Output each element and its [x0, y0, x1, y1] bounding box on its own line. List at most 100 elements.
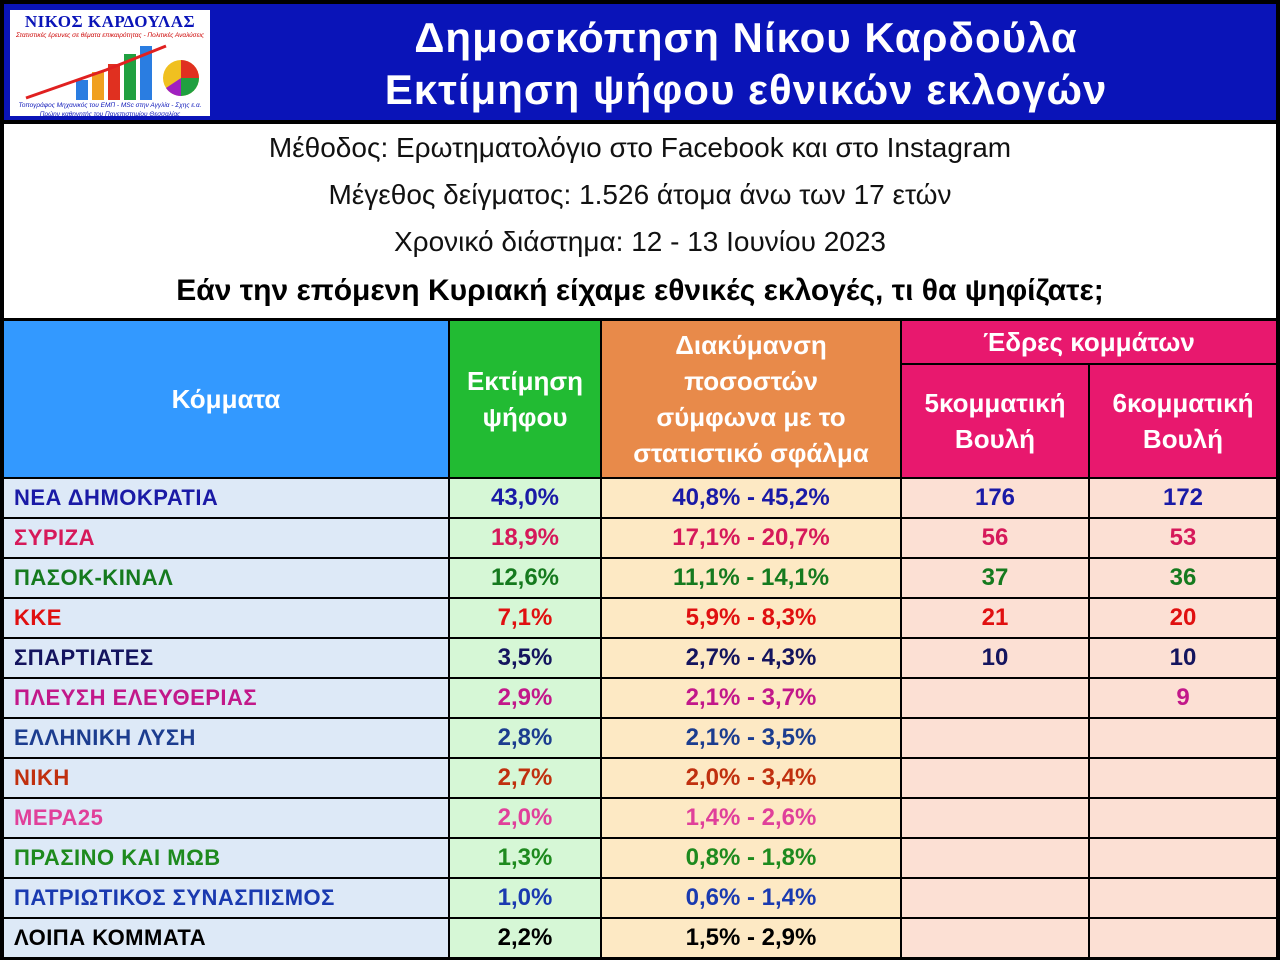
table-cell-party-name: ΝΕΑ ΔΗΜΟΚΡΑΤΙΑ: [4, 479, 448, 517]
logo-former-position: Πρώην καθηγητής του Πανεπιστημίου Θεσσαλ…: [39, 111, 181, 118]
error-range-text: 40,8% - 45,2%: [672, 484, 830, 511]
vote-estimate-text: 3,5%: [497, 644, 553, 671]
header-estimate: Εκτίμηση ψήφου: [450, 321, 600, 477]
table-cell-seats-6party: [1090, 759, 1276, 797]
party-name-text: ΠΡΑΣΙΝΟ ΚΑΙ ΜΩΒ: [14, 845, 221, 870]
error-range-text: 2,1% - 3,7%: [685, 684, 817, 711]
table-cell-vote-estimate: 2,0%: [450, 799, 600, 837]
header-seats-5party: 5κομματική Βουλή: [902, 365, 1088, 477]
logo-name: ΝΙΚΟΣ ΚΑΡΔΟΥΛΑΣ: [24, 12, 196, 31]
party-name-text: ΠΑΤΡΙΩΤΙΚΟΣ ΣΥΝΑΣΠΙΣΜΟΣ: [14, 885, 335, 910]
table-cell-seats-5party: 10: [902, 639, 1088, 677]
error-range-text: 1,5% - 2,9%: [685, 924, 817, 951]
vote-estimate-text: 18,9%: [490, 524, 560, 551]
party-name-text: ΜΕΡΑ25: [14, 805, 104, 830]
table-cell-seats-6party: 10: [1090, 639, 1276, 677]
table-cell-error-range: 11,1% - 14,1%: [602, 559, 900, 597]
table-cell-error-range: 17,1% - 20,7%: [602, 519, 900, 557]
table-cell-error-range: 5,9% - 8,3%: [602, 599, 900, 637]
error-range-text: 11,1% - 14,1%: [672, 564, 830, 591]
survey-sample: Μέγεθος δείγματος: 1.526 άτομα άνω των 1…: [328, 179, 952, 210]
table-cell-seats-5party: 56: [902, 519, 1088, 557]
vote-estimate-text: 43,0%: [490, 484, 560, 511]
pollster-logo: ΝΙΚΟΣ ΚΑΡΔΟΥΛΑΣ Στατιστικές έρευνες σε θ…: [8, 8, 212, 118]
table-cell-seats-5party: [902, 919, 1088, 957]
header-range-line4: στατιστικό σφάλμα: [633, 438, 869, 468]
survey-info: Μέθοδος: Ερωτηματολόγιο στο Facebook και…: [4, 124, 1276, 318]
survey-method: Μέθοδος: Ερωτηματολόγιο στο Facebook και…: [268, 132, 1012, 163]
seats-5party-text: 56: [981, 524, 1009, 551]
table-cell-vote-estimate: 7,1%: [450, 599, 600, 637]
table-cell-seats-6party: [1090, 719, 1276, 757]
seats-6party-text: 53: [1169, 524, 1197, 551]
vote-estimate-text: 7,1%: [497, 604, 553, 631]
table-cell-error-range: 40,8% - 45,2%: [602, 479, 900, 517]
header-range-line3: σύμφωνα με το: [656, 402, 846, 432]
vote-estimate-text: 2,0%: [497, 804, 553, 831]
table-cell-party-name: ΜΕΡΑ25: [4, 799, 448, 837]
table-cell-party-name: ΛΟΙΠΑ ΚΟΜΜΑΤΑ: [4, 919, 448, 957]
table-cell-party-name: ΠΡΑΣΙΝΟ ΚΑΙ ΜΩΒ: [4, 839, 448, 877]
table-cell-vote-estimate: 2,2%: [450, 919, 600, 957]
header-range-line1: Διακύμανση: [675, 330, 827, 360]
table-cell-seats-5party: [902, 799, 1088, 837]
table-cell-seats-6party: 9: [1090, 679, 1276, 717]
party-name-text: ΚΚΕ: [14, 605, 62, 630]
table-cell-seats-5party: [902, 879, 1088, 917]
table-cell-vote-estimate: 2,9%: [450, 679, 600, 717]
table-cell-party-name: ΝΙΚΗ: [4, 759, 448, 797]
survey-question: Εάν την επόμενη Κυριακή είχαμε εθνικές ε…: [176, 274, 1104, 307]
table-cell-seats-6party: 36: [1090, 559, 1276, 597]
table-cell-vote-estimate: 18,9%: [450, 519, 600, 557]
table-cell-error-range: 2,7% - 4,3%: [602, 639, 900, 677]
table-cell-vote-estimate: 43,0%: [450, 479, 600, 517]
vote-estimate-text: 1,0%: [497, 884, 553, 911]
header-seats6-line1: 6κομματική: [1112, 388, 1254, 418]
table-cell-seats-5party: [902, 679, 1088, 717]
table-cell-vote-estimate: 1,3%: [450, 839, 600, 877]
seats-6party-text: 36: [1169, 564, 1197, 591]
table-cell-seats-5party: [902, 719, 1088, 757]
error-range-text: 5,9% - 8,3%: [685, 604, 817, 631]
header-seats5-line2: Βουλή: [954, 424, 1036, 454]
table-cell-error-range: 0,8% - 1,8%: [602, 839, 900, 877]
header-range: Διακύμανση ποσοστών σύμφωνα με το στατισ…: [602, 321, 900, 477]
table-cell-seats-5party: [902, 759, 1088, 797]
vote-estimate-text: 2,8%: [497, 724, 553, 751]
error-range-text: 0,6% - 1,4%: [685, 884, 817, 911]
table-cell-party-name: ΠΛΕΥΣΗ ΕΛΕΥΘΕΡΙΑΣ: [4, 679, 448, 717]
table-cell-vote-estimate: 2,7%: [450, 759, 600, 797]
seats-5party-text: 176: [974, 484, 1016, 511]
seats-5party-text: 37: [981, 564, 1009, 591]
vote-estimate-text: 2,9%: [497, 684, 553, 711]
table-cell-seats-5party: 37: [902, 559, 1088, 597]
table-cell-vote-estimate: 12,6%: [450, 559, 600, 597]
logo-credentials: Τοπογράφος Μηχανικός του ΕΜΠ - MSc στην …: [18, 102, 202, 109]
table-cell-seats-6party: [1090, 839, 1276, 877]
party-name-text: ΠΑΣΟΚ-ΚΙΝΑΛ: [14, 565, 174, 590]
vote-estimate-text: 12,6%: [490, 564, 560, 591]
table-cell-error-range: 1,5% - 2,9%: [602, 919, 900, 957]
seats-6party-text: 172: [1162, 484, 1204, 511]
table-cell-error-range: 0,6% - 1,4%: [602, 879, 900, 917]
table-cell-error-range: 2,1% - 3,5%: [602, 719, 900, 757]
party-name-text: ΝΕΑ ΔΗΜΟΚΡΑΤΙΑ: [14, 485, 219, 510]
table-cell-vote-estimate: 1,0%: [450, 879, 600, 917]
error-range-text: 17,1% - 20,7%: [672, 524, 830, 551]
table-cell-party-name: ΕΛΛΗΝΙΚΗ ΛΥΣΗ: [4, 719, 448, 757]
seats-6party-text: 9: [1176, 684, 1190, 711]
party-name-text: ΣΥΡΙΖΑ: [14, 525, 95, 550]
header-seats: Έδρες κομμάτων: [902, 321, 1276, 363]
seats-6party-text: 10: [1169, 644, 1197, 671]
party-name-text: ΕΛΛΗΝΙΚΗ ΛΥΣΗ: [14, 725, 196, 750]
table-cell-error-range: 2,1% - 3,7%: [602, 679, 900, 717]
party-name-text: ΠΛΕΥΣΗ ΕΛΕΥΘΕΡΙΑΣ: [14, 685, 258, 710]
logo-tagline: Στατιστικές έρευνες σε θέματα επικαιρότη…: [15, 32, 205, 39]
party-name-text: ΣΠΑΡΤΙΑΤΕΣ: [14, 645, 154, 670]
header-estimate-line2: ψήφου: [482, 402, 568, 432]
table-cell-party-name: ΣΥΡΙΖΑ: [4, 519, 448, 557]
seats-5party-text: 10: [981, 644, 1009, 671]
table-cell-party-name: ΠΑΤΡΙΩΤΙΚΟΣ ΣΥΝΑΣΠΙΣΜΟΣ: [4, 879, 448, 917]
table-cell-seats-5party: 176: [902, 479, 1088, 517]
